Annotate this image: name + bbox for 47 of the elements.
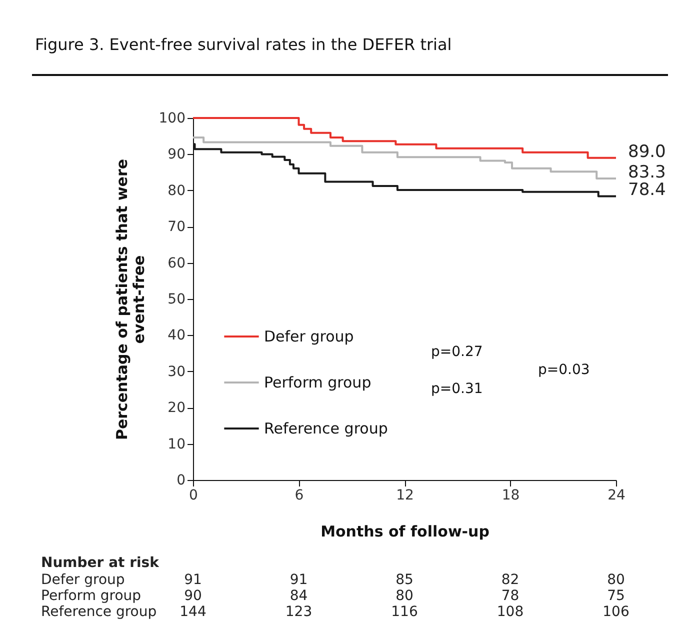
- x-tick-label: 6: [294, 488, 304, 504]
- text: 106: [602, 604, 630, 620]
- x-tick-label: 24: [608, 488, 626, 504]
- text: Defer group: [41, 572, 125, 588]
- text: Perform group: [41, 588, 142, 604]
- y-tick-label: 0: [176, 472, 186, 488]
- legend-label: Defer group: [264, 328, 354, 346]
- y-tick-label: 70: [168, 219, 186, 236]
- x-axis-title: Months of follow-up: [320, 522, 490, 540]
- y-tick-label: 100: [158, 110, 186, 126]
- text: 75: [607, 588, 625, 604]
- annotation: p=0.31: [431, 381, 483, 397]
- text: 78: [501, 588, 520, 604]
- text: 108: [496, 604, 524, 620]
- annotation: p=0.03: [538, 362, 590, 378]
- y-axis-title: Percentage of patients that were event-free: [112, 158, 148, 440]
- text: 80: [396, 588, 414, 604]
- text: 91: [184, 572, 202, 588]
- text: 90: [184, 588, 202, 604]
- legend-label: Reference group: [264, 420, 388, 438]
- y-tick-label: 20: [168, 400, 186, 416]
- text: Reference group: [41, 604, 157, 620]
- text: 123: [285, 604, 312, 620]
- y-tick-label: 80: [168, 182, 186, 199]
- text: 85: [396, 572, 414, 588]
- x-tick-label: 18: [502, 488, 520, 504]
- y-tick-label: 40: [168, 328, 186, 344]
- text: 82: [501, 572, 520, 588]
- y-tick-label: 30: [168, 364, 186, 380]
- chart-title: Figure 3. Event-free survival rates in the DEFER trial: [35, 35, 452, 54]
- text: 91: [290, 572, 308, 588]
- text: 144: [180, 604, 206, 620]
- data-label: 83.3: [628, 162, 666, 182]
- y-tick-label: 10: [168, 436, 186, 452]
- data-label: 78.4: [628, 180, 666, 200]
- data-label: 89.0: [628, 142, 666, 162]
- text: 116: [391, 604, 418, 620]
- text: Number at risk: [41, 555, 160, 571]
- text: 80: [607, 572, 625, 588]
- legend-label: Perform group: [264, 374, 372, 392]
- x-tick-label: 12: [396, 488, 414, 504]
- y-tick-label: 90: [168, 146, 186, 163]
- y-tick-label: 60: [168, 255, 186, 272]
- annotation: p=0.27: [431, 344, 483, 360]
- y-tick-label: 50: [168, 292, 186, 308]
- x-tick-label: 0: [189, 488, 198, 504]
- text: 84: [290, 588, 308, 604]
